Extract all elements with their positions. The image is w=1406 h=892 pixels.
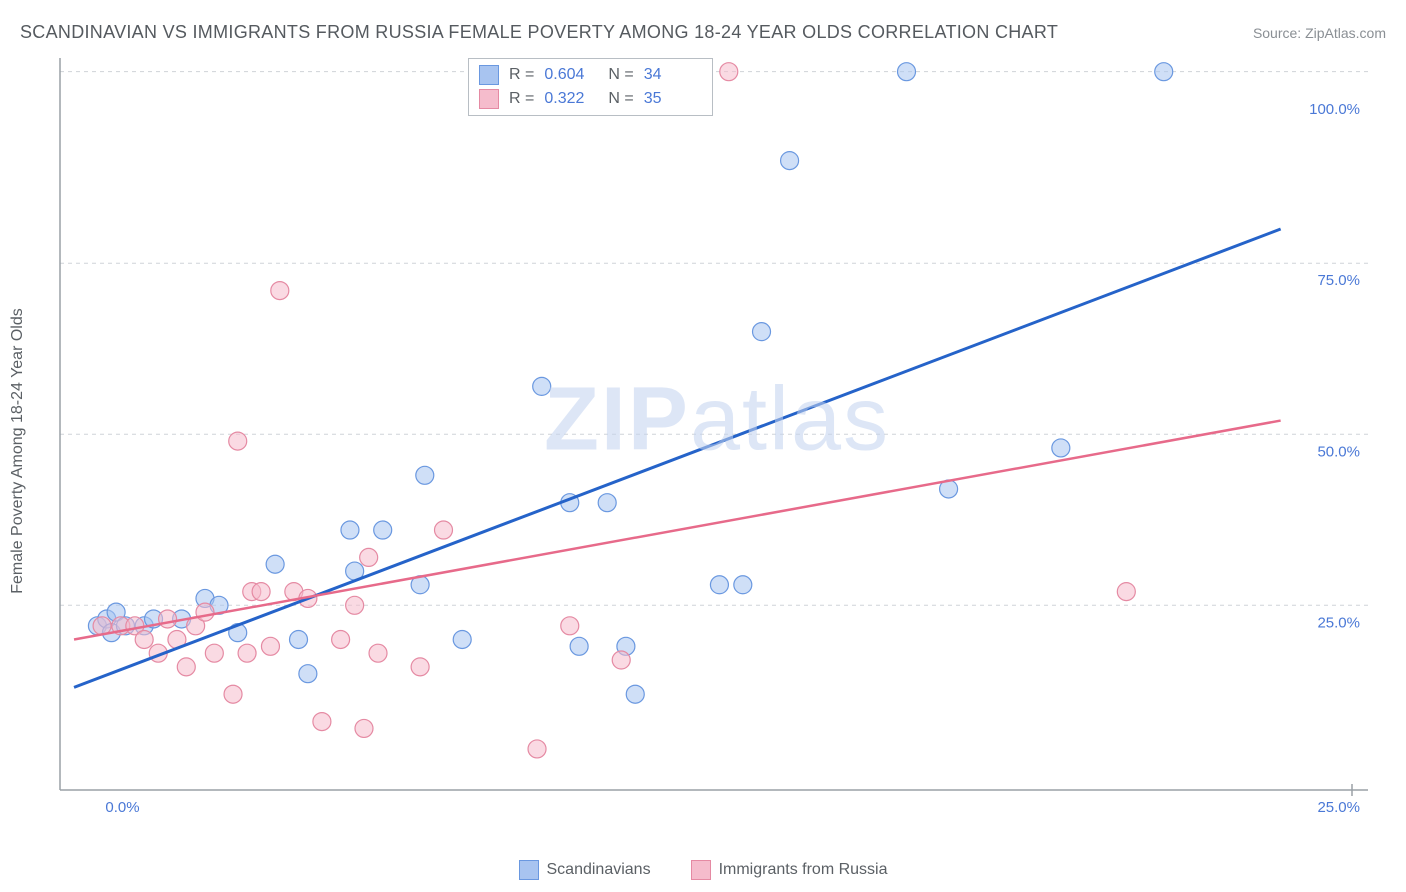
legend-label: Scandinavians [547, 861, 651, 879]
legend-label: Immigrants from Russia [719, 861, 888, 879]
r-value: 0.322 [544, 87, 598, 111]
series-legend: Scandinavians Immigrants from Russia [0, 860, 1406, 880]
svg-text:100.0%: 100.0% [1309, 101, 1360, 118]
plot-area: Female Poverty Among 18-24 Year Olds 25.… [48, 58, 1386, 844]
n-value: 35 [644, 87, 698, 111]
r-value: 0.604 [544, 63, 598, 87]
page-title: SCANDINAVIAN VS IMMIGRANTS FROM RUSSIA F… [20, 22, 1058, 43]
svg-text:50.0%: 50.0% [1317, 443, 1360, 460]
n-value: 34 [644, 63, 698, 87]
swatch-pink-icon [479, 89, 499, 109]
source-label: Source: ZipAtlas.com [1253, 25, 1386, 41]
n-label: N = [608, 63, 633, 87]
svg-text:75.0%: 75.0% [1317, 272, 1360, 289]
swatch-pink-icon [691, 860, 711, 880]
scatter-chart: 25.0% 50.0% 75.0% 100.0% 0.0% 25.0% [48, 58, 1368, 818]
n-label: N = [608, 87, 633, 111]
r-label: R = [509, 63, 534, 87]
svg-text:0.0%: 0.0% [105, 799, 139, 816]
svg-text:25.0%: 25.0% [1317, 614, 1360, 631]
r-label: R = [509, 87, 534, 111]
stats-row-blue: R = 0.604 N = 34 [479, 63, 698, 87]
stats-row-pink: R = 0.322 N = 35 [479, 87, 698, 111]
legend-item-scandinavians: Scandinavians [519, 860, 651, 880]
y-axis-label: Female Poverty Among 18-24 Year Olds [9, 308, 27, 594]
legend-item-russia: Immigrants from Russia [691, 860, 888, 880]
stats-legend: R = 0.604 N = 34 R = 0.322 N = 35 [468, 58, 713, 116]
svg-text:25.0%: 25.0% [1317, 799, 1360, 816]
swatch-blue-icon [479, 65, 499, 85]
swatch-blue-icon [519, 860, 539, 880]
